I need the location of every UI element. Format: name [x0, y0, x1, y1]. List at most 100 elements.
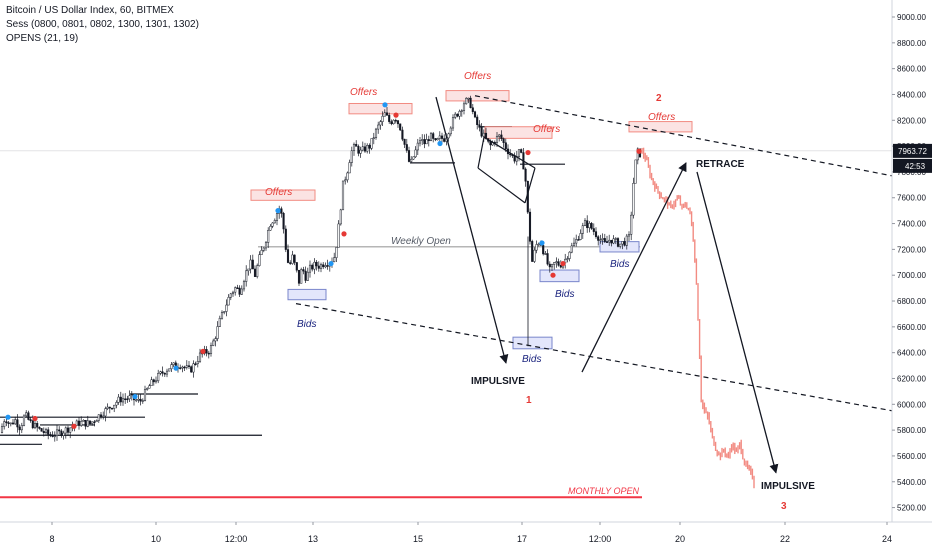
- monthly-open-label: MONTHLY OPEN: [568, 486, 640, 496]
- flag-channel-line: [524, 167, 536, 204]
- candle-body: [476, 116, 479, 125]
- candle-body: [326, 265, 329, 267]
- session-dot: [71, 423, 77, 429]
- candle-body: [245, 270, 248, 282]
- candle-body: [185, 365, 188, 368]
- candle-body: [262, 247, 265, 251]
- candle-body: [236, 287, 239, 289]
- x-tick-label: 13: [308, 534, 318, 544]
- candle-body: [586, 220, 589, 229]
- candle-body: [194, 363, 197, 365]
- offer-zone: [348, 102, 413, 115]
- x-tick-label: 10: [151, 534, 161, 544]
- candle-body: [247, 268, 250, 272]
- move-arrow: [435, 96, 509, 364]
- countdown-text: 42:53: [905, 162, 926, 171]
- candle-body: [161, 371, 164, 374]
- offer-zone: [250, 189, 316, 201]
- y-tick-label: 8600.00: [897, 65, 926, 74]
- candle-body: [619, 243, 622, 247]
- candle-body: [139, 398, 142, 402]
- candle-body: [27, 412, 30, 420]
- x-tick-label: 12:00: [589, 534, 612, 544]
- candle-body: [502, 138, 505, 143]
- candle-body: [517, 149, 521, 157]
- candle-body: [104, 408, 107, 417]
- candle-body: [102, 415, 105, 418]
- candle-body: [465, 98, 468, 105]
- retrace-label: RETRACE: [696, 159, 745, 170]
- candle-body: [117, 396, 120, 403]
- candle-body: [69, 427, 72, 433]
- candle-body: [242, 281, 246, 290]
- candle-body: [436, 138, 439, 141]
- candle-body: [531, 241, 534, 262]
- candle-body: [528, 211, 532, 242]
- candle-body: [535, 244, 538, 251]
- candle-body: [3, 421, 6, 427]
- candle-body: [146, 388, 149, 390]
- candle-body: [363, 146, 367, 152]
- candle-body: [80, 421, 83, 426]
- candle-body: [374, 128, 378, 138]
- candle-body: [165, 370, 169, 375]
- candle-body: [49, 434, 52, 436]
- candle-body: [394, 119, 397, 122]
- candle-body: [304, 270, 307, 281]
- candle-body: [614, 238, 617, 240]
- candle-body: [137, 398, 140, 401]
- candle-body: [401, 129, 404, 140]
- candle-body: [82, 420, 85, 422]
- candle-body: [462, 103, 466, 111]
- candle-body: [352, 143, 356, 152]
- candle-body: [51, 435, 54, 437]
- candle-body: [575, 239, 578, 244]
- bid-zone: [512, 336, 553, 350]
- flag-channel-line: [477, 136, 485, 169]
- candle-body: [163, 372, 166, 375]
- candle-body: [60, 430, 63, 436]
- move-arrow: [581, 162, 687, 373]
- candle-body: [14, 419, 17, 425]
- candle-body: [346, 172, 349, 181]
- candle-body: [357, 146, 360, 154]
- y-tick-label: 5600.00: [897, 452, 926, 461]
- candle-body: [0, 426, 4, 433]
- labels-layer: Offers Offers Offers Offers Offers Bids Bids Bi…: [265, 71, 815, 512]
- candle-body: [212, 340, 215, 346]
- candle-body: [319, 264, 323, 269]
- candle-body: [256, 265, 259, 277]
- candle-body: [557, 261, 560, 266]
- candle-body: [350, 150, 353, 163]
- candle-body: [106, 406, 109, 409]
- bids-label: Bids: [610, 259, 629, 270]
- session-dot: [328, 260, 334, 267]
- candle-body: [66, 427, 70, 433]
- candle-body: [95, 420, 98, 423]
- candle-body: [150, 379, 153, 386]
- candle-body: [425, 139, 428, 145]
- candle-body: [238, 287, 241, 295]
- x-tick-label: 20: [675, 534, 685, 544]
- candle-body: [324, 265, 327, 268]
- candle-body: [55, 429, 59, 437]
- candle-body: [282, 213, 285, 230]
- candle-body: [594, 231, 598, 237]
- wave-3-label: 3: [781, 501, 787, 512]
- session-dot: [5, 414, 11, 420]
- candle-body: [130, 394, 133, 396]
- candle-body: [449, 127, 452, 135]
- candle-body: [18, 426, 21, 431]
- candle-body: [269, 225, 272, 231]
- candle-body: [64, 427, 67, 434]
- candle-body: [412, 156, 415, 160]
- countdown-tag: [893, 158, 932, 173]
- candle-body: [566, 258, 569, 260]
- candle-body: [410, 158, 413, 162]
- upper-trendline: [474, 95, 893, 177]
- candle-body: [315, 261, 318, 267]
- candle-body: [608, 239, 611, 243]
- session-dot: [341, 231, 347, 237]
